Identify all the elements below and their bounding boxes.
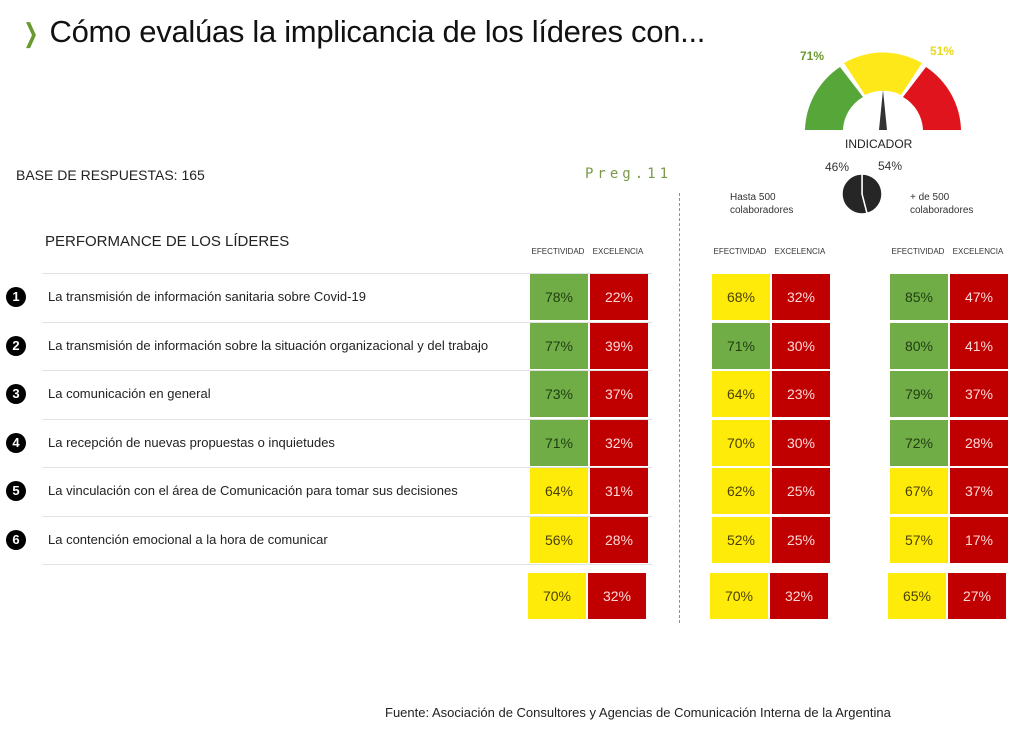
column-header-efectividad: EFECTIVIDAD (713, 247, 767, 256)
row-number-badge: 6 (6, 529, 26, 550)
pie-chart (841, 173, 883, 215)
value-cell: 71% (712, 322, 770, 369)
value-cell: 31% (590, 468, 648, 514)
value-cell: 37% (950, 371, 1008, 417)
segment-left-label: Hasta 500 colaboradores (730, 192, 794, 216)
column-header-excelencia: EXCELENCIA (774, 247, 826, 256)
value-cell: 37% (950, 468, 1008, 514)
value-cell: 68% (712, 274, 770, 320)
total-cell: 65% (888, 573, 946, 619)
pie-left-pct: 46% (825, 160, 850, 174)
row-label: La transmisión de información sobre la s… (48, 337, 489, 353)
value-cell: 80% (890, 322, 948, 369)
row-number-badge: 4 (6, 432, 26, 453)
column-header-efectividad: EFECTIVIDAD (531, 247, 585, 256)
value-cell: 64% (530, 468, 588, 514)
value-cell: 22% (590, 274, 648, 320)
pie-slice-1 (841, 173, 868, 215)
gauge-green-threshold: 71% (800, 49, 825, 63)
segment-right-label: + de 500 colaboradores (910, 192, 974, 216)
value-cell: 25% (772, 516, 830, 563)
row-divider (42, 321, 652, 323)
gauge-red-threshold: 51% (930, 44, 955, 58)
value-cell: 70% (712, 419, 770, 466)
row-label: La transmisión de información sanitaria … (48, 289, 366, 304)
value-cell: 57% (890, 516, 948, 563)
title-text: Cómo evalúas la implicancia de los líder… (49, 14, 706, 49)
section-title: PERFORMANCE DE LOS LÍDERES (45, 233, 290, 250)
value-cell: 30% (772, 322, 830, 369)
value-cell: 78% (530, 274, 588, 320)
group-divider (679, 193, 680, 623)
value-cell: 77% (530, 322, 588, 369)
row-number-badge: 5 (6, 481, 26, 501)
value-cell: 32% (590, 419, 648, 466)
value-cell: 72% (890, 419, 948, 466)
value-cell: 67% (890, 468, 948, 514)
value-cell: 39% (590, 322, 648, 369)
row-divider (42, 515, 652, 517)
row-label: La recepción de nuevas propuestas o inqu… (48, 434, 335, 450)
value-cell: 52% (712, 516, 770, 563)
value-cell: 85% (890, 274, 948, 320)
value-cell: 32% (772, 274, 830, 320)
gauge-label: INDICADOR (845, 137, 913, 151)
value-cell: 17% (950, 516, 1008, 563)
base-respuestas: BASE DE RESPUESTAS: 165 (16, 167, 205, 183)
row-number-badge: 3 (6, 384, 26, 404)
value-cell: 71% (530, 419, 588, 466)
total-cell: 32% (770, 573, 828, 619)
source-note: Fuente: Asociación de Consultores y Agen… (385, 705, 891, 720)
value-cell: 30% (772, 419, 830, 466)
column-header-efectividad: EFECTIVIDAD (891, 247, 945, 256)
chevron-right-icon: ❯ (23, 18, 39, 48)
row-divider (42, 467, 652, 468)
row-divider (42, 564, 652, 565)
pie-right-pct: 54% (878, 159, 903, 173)
value-cell: 47% (950, 274, 1008, 320)
row-number-badge: 2 (6, 335, 26, 356)
pie-slice-0 (861, 173, 883, 215)
value-cell: 25% (772, 468, 830, 514)
page-title: ❯ Cómo evalúas la implicancia de los líde… (20, 14, 705, 50)
gauge-red-segment (903, 67, 961, 130)
gauge-green-segment (805, 67, 863, 130)
value-cell: 62% (712, 468, 770, 514)
value-cell: 73% (530, 371, 588, 417)
total-cell: 70% (710, 573, 768, 619)
value-cell: 28% (950, 419, 1008, 466)
row-label: La comunicación en general (48, 386, 211, 401)
row-number-badge: 1 (6, 287, 26, 307)
total-cell: 32% (588, 573, 646, 619)
row-divider (42, 273, 652, 274)
gauge-indicator (805, 52, 961, 130)
value-cell: 56% (530, 516, 588, 563)
total-cell: 70% (528, 573, 586, 619)
value-cell: 41% (950, 322, 1008, 369)
gauge-needle (879, 90, 887, 130)
row-divider (42, 418, 652, 420)
value-cell: 79% (890, 371, 948, 417)
row-divider (42, 370, 652, 371)
value-cell: 64% (712, 371, 770, 417)
gauge-yellow-segment (844, 52, 922, 95)
column-header-excelencia: EXCELENCIA (952, 247, 1004, 256)
total-cell: 27% (948, 573, 1006, 619)
value-cell: 37% (590, 371, 648, 417)
row-label: La contención emocional a la hora de com… (48, 531, 328, 547)
value-cell: 28% (590, 516, 648, 563)
question-number: Preg.11 (585, 166, 673, 182)
value-cell: 23% (772, 371, 830, 417)
column-header-excelencia: EXCELENCIA (592, 247, 644, 256)
row-label: La vinculación con el área de Comunicaci… (48, 483, 458, 498)
